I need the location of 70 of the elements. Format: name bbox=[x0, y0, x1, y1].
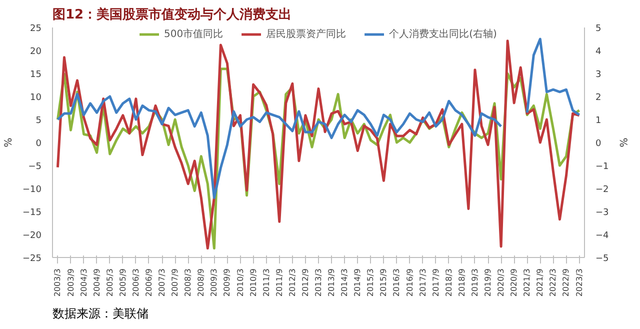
x-tick-label: 2003/9 bbox=[66, 268, 76, 297]
y2-tick-label: 5 bbox=[596, 24, 602, 34]
y2-tick-label: 3 bbox=[596, 70, 602, 80]
x-tick-label: 2020/3 bbox=[496, 268, 506, 297]
x-tick-label: 2017/3 bbox=[418, 268, 428, 297]
x-tick-label: 2022/3 bbox=[548, 268, 558, 297]
x-tick-label: 2010/9 bbox=[248, 268, 258, 297]
x-tick-label: 2008/3 bbox=[184, 268, 193, 297]
x-tick-label: 2018/9 bbox=[457, 268, 466, 297]
y-tick-label: −5 bbox=[28, 162, 42, 172]
legend-label: 个人消费支出同比(右轴) bbox=[389, 28, 497, 41]
x-tick-label: 2023/3 bbox=[574, 268, 584, 297]
x-tick-label: 2009/9 bbox=[222, 268, 232, 297]
y-tick-label: 20 bbox=[30, 47, 42, 57]
x-tick-label: 2007/3 bbox=[158, 268, 167, 297]
x-tick-label: 2013/3 bbox=[314, 268, 323, 297]
y2-tick-label: 4 bbox=[596, 47, 602, 57]
y2-tick-label: 1 bbox=[596, 116, 602, 126]
chart-title: 图12：美国股票市值变动与个人消费支出 bbox=[52, 6, 292, 22]
x-tick-label: 2004/9 bbox=[92, 268, 102, 297]
y-tick-label: 5 bbox=[36, 116, 42, 126]
x-tick-label: 2005/3 bbox=[105, 268, 114, 297]
y-tick-label: 25 bbox=[30, 24, 42, 34]
y-tick-label: 0 bbox=[36, 139, 42, 149]
x-tick-label: 2021/9 bbox=[536, 268, 545, 297]
x-tick-label: 2018/3 bbox=[444, 268, 454, 297]
x-tick-label: 2009/3 bbox=[210, 268, 219, 297]
x-tick-label: 2014/3 bbox=[340, 268, 350, 297]
legend-label: 500市值同比 bbox=[164, 28, 224, 41]
x-tick-label: 2011/9 bbox=[274, 268, 284, 297]
x-tick-label: 2003/3 bbox=[53, 268, 62, 297]
y2-tick-label: −1 bbox=[596, 162, 609, 172]
x-tick-label: 2019/9 bbox=[484, 268, 493, 297]
y-tick-label: 10 bbox=[30, 93, 42, 103]
y-tick-label: −15 bbox=[22, 208, 42, 218]
x-tick-label: 2016/9 bbox=[405, 268, 414, 297]
x-tick-label: 2020/9 bbox=[510, 268, 519, 297]
x-tick-label: 2014/9 bbox=[353, 268, 362, 297]
y2-tick-label: 0 bbox=[596, 139, 602, 149]
x-tick-label: 2006/9 bbox=[144, 268, 154, 297]
x-tick-label: 2016/3 bbox=[392, 268, 402, 297]
y2-tick-label: −3 bbox=[596, 208, 609, 218]
x-tick-label: 2015/9 bbox=[379, 268, 388, 297]
x-tick-label: 2012/9 bbox=[300, 268, 310, 297]
y2-axis-title: % bbox=[616, 138, 628, 148]
x-tick-label: 2022/9 bbox=[562, 268, 571, 297]
x-tick-label: 2015/3 bbox=[366, 268, 376, 297]
legend-label: 居民股票资产同比 bbox=[266, 28, 346, 41]
x-tick-label: 2019/3 bbox=[470, 268, 480, 297]
x-tick-label: 2008/9 bbox=[196, 268, 206, 297]
y2-tick-label: −5 bbox=[596, 254, 609, 264]
x-tick-label: 2012/3 bbox=[288, 268, 297, 297]
x-tick-label: 2010/3 bbox=[236, 268, 245, 297]
source-note: 数据来源：美联储 bbox=[52, 306, 148, 320]
x-tick-label: 2017/9 bbox=[431, 268, 440, 297]
y-tick-label: −10 bbox=[22, 185, 42, 195]
y-tick-label: 15 bbox=[30, 70, 42, 80]
x-tick-label: 2011/3 bbox=[262, 268, 271, 297]
x-tick-label: 2005/9 bbox=[118, 268, 128, 297]
x-tick-label: 2006/3 bbox=[131, 268, 140, 297]
y2-tick-label: 2 bbox=[596, 93, 602, 103]
y-axis-title: % bbox=[4, 138, 15, 148]
x-tick-label: 2007/9 bbox=[170, 268, 180, 297]
y2-tick-label: −2 bbox=[596, 185, 609, 195]
x-tick-label: 2004/3 bbox=[79, 268, 88, 297]
y-tick-label: −25 bbox=[22, 254, 42, 264]
y-tick-label: −20 bbox=[22, 231, 42, 241]
x-tick-label: 2021/3 bbox=[522, 268, 532, 297]
x-tick-label: 2013/9 bbox=[327, 268, 336, 297]
y2-tick-label: −4 bbox=[596, 231, 610, 241]
